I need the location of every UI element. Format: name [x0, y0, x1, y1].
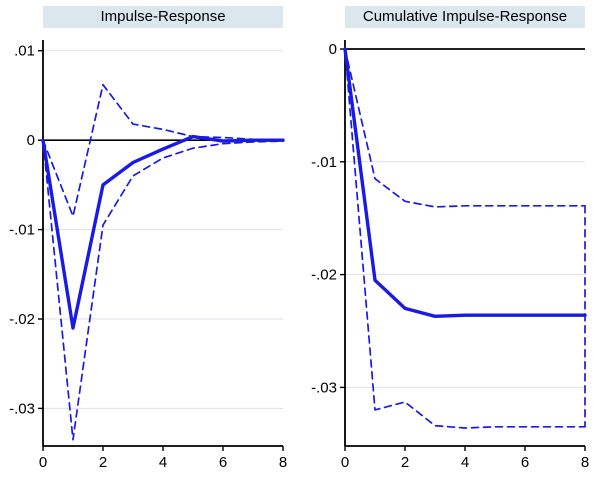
x-tick-label: 8	[581, 454, 589, 471]
x-tick-label: 0	[341, 454, 349, 471]
ci-upper-dashed	[344, 48, 586, 208]
x-tick-label: 2	[99, 454, 107, 471]
x-tick-label: 0	[39, 454, 47, 471]
y-tick-label: -.01	[9, 222, 35, 239]
chart-title: Cumulative Impulse-Response	[345, 6, 585, 28]
chart-title: Impulse-Response	[43, 6, 283, 28]
x-tick-label: 4	[159, 454, 167, 471]
impulse-response-line	[41, 134, 285, 330]
x-tick-label: 2	[401, 454, 409, 471]
y-tick-label: 0	[27, 132, 35, 149]
y-tick-label: -.02	[9, 311, 35, 328]
y-tick-label: -.01	[311, 154, 337, 171]
ci-lower-dashed	[42, 139, 284, 441]
cumulative-impulse-response-panel: Cumulative Impulse-Response 0 -.01 -.02 -.0…	[305, 6, 593, 480]
y-tick-label: -.02	[311, 267, 337, 284]
y-tick-label: -.03	[9, 400, 35, 417]
impulse-response-chart: .01 0 -.01 -.02 -.03 0 2 4 6 8	[9, 40, 287, 471]
y-tick-label: .01	[14, 43, 35, 60]
ci-lower-dashed	[344, 48, 586, 429]
x-tick-label: 8	[279, 454, 287, 471]
y-tick-label: -.03	[311, 379, 337, 396]
cumulative-impulse-response-line	[343, 47, 587, 318]
cumulative-impulse-response-chart: 0 -.01 -.02 -.03 0 2 4 6 8	[311, 40, 589, 471]
y-tick-label: 0	[329, 41, 337, 58]
x-tick-label: 6	[521, 454, 529, 471]
impulse-response-panel: Impulse-Response .01 0 -.01 -.02 -.03 0 2 4 6 8	[3, 6, 291, 480]
ci-upper-dashed	[42, 83, 284, 218]
x-tick-label: 4	[461, 454, 469, 471]
x-tick-label: 6	[219, 454, 227, 471]
